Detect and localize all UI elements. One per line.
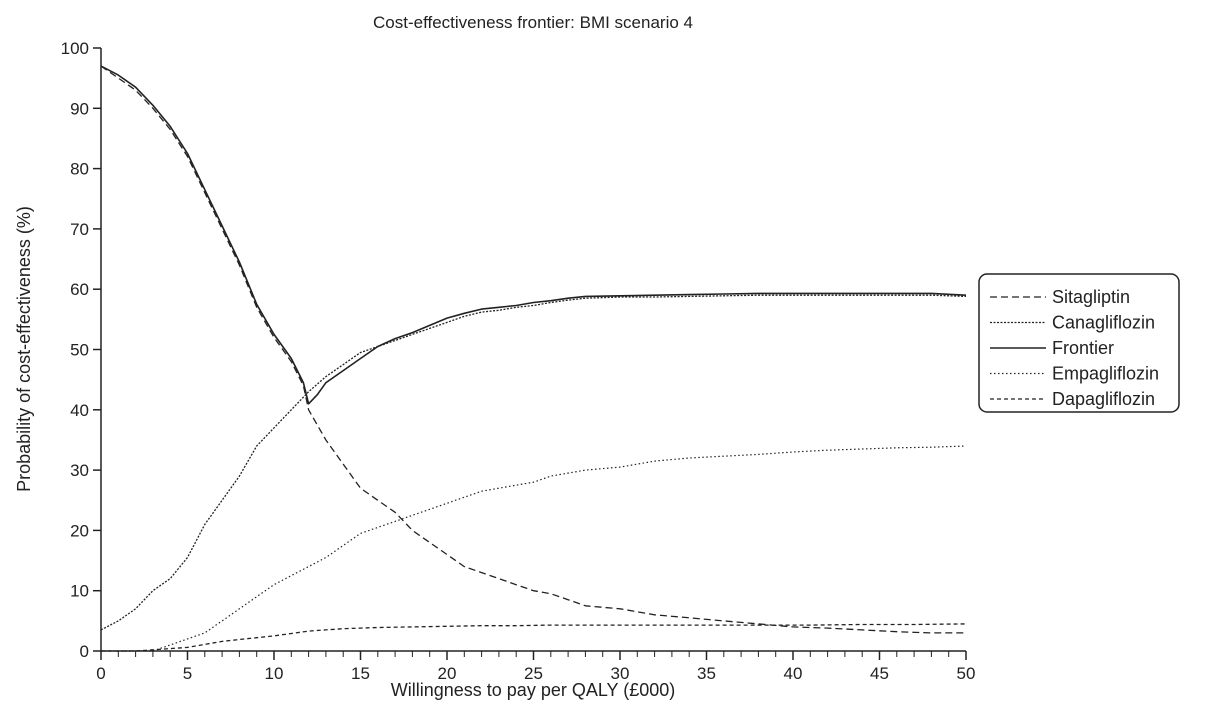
x-tick-label: 15 (351, 664, 370, 683)
series-line-dapagliflozin (101, 623, 967, 652)
x-tick-label: 35 (697, 664, 716, 683)
x-tick-label: 25 (524, 664, 543, 683)
y-tick-label: 10 (70, 582, 89, 601)
x-tick-label: 40 (784, 664, 803, 683)
x-tick-label: 20 (438, 664, 457, 683)
y-axis-ticks: 0 10 20 30 40 50 60 70 80 90 100 (61, 39, 101, 661)
series-line-empagliflozin (101, 445, 967, 652)
x-tick-label: 45 (870, 664, 889, 683)
y-tick-label: 100 (61, 39, 89, 58)
y-tick-label: 80 (70, 160, 89, 179)
y-tick-label: 40 (70, 401, 89, 420)
legend-items: Sitagliptin Canagliflozin Frontier Empaglif… (990, 287, 1159, 409)
y-tick-label: 20 (70, 521, 89, 540)
y-tick-label: 0 (80, 642, 89, 661)
legend-label: Canagliflozin (1052, 313, 1155, 333)
legend-label: Sitagliptin (1052, 287, 1130, 307)
series-lines (100, 65, 967, 652)
y-tick-label: 30 (70, 461, 89, 480)
x-tick-label: 30 (611, 664, 630, 683)
x-axis-title: Willingness to pay per QALY (£000) (391, 680, 675, 700)
x-axis-ticks: 0 5 10 15 20 25 30 35 40 45 50 (96, 651, 975, 683)
x-tick-label: 5 (183, 664, 192, 683)
y-tick-label: 90 (70, 99, 89, 118)
legend-box (978, 273, 1180, 413)
series-line-frontier (100, 65, 967, 405)
y-tick-label: 60 (70, 280, 89, 299)
legend-label: Frontier (1052, 338, 1114, 358)
legend-label: Empagliflozin (1052, 364, 1159, 384)
x-tick-label: 0 (96, 664, 105, 683)
x-tick-label: 50 (957, 664, 976, 683)
legend-label: Dapagliflozin (1052, 389, 1155, 409)
plot-area: 0 10 20 30 40 50 60 70 80 90 100 0 5 10 15 20 25 30 35 40 4… (61, 39, 976, 683)
series-line-canagliflozin (100, 294, 967, 631)
legend: Sitagliptin Canagliflozin Frontier Empaglif… (978, 273, 1180, 413)
series-line-sitagliptin (100, 65, 966, 634)
y-tick-label: 70 (70, 220, 89, 239)
chart-title: Cost-effectiveness frontier: BMI scenari… (373, 13, 693, 32)
y-tick-label: 50 (70, 341, 89, 360)
x-tick-label: 10 (265, 664, 284, 683)
y-axis-title: Probability of cost-effectiveness (%) (14, 206, 34, 492)
